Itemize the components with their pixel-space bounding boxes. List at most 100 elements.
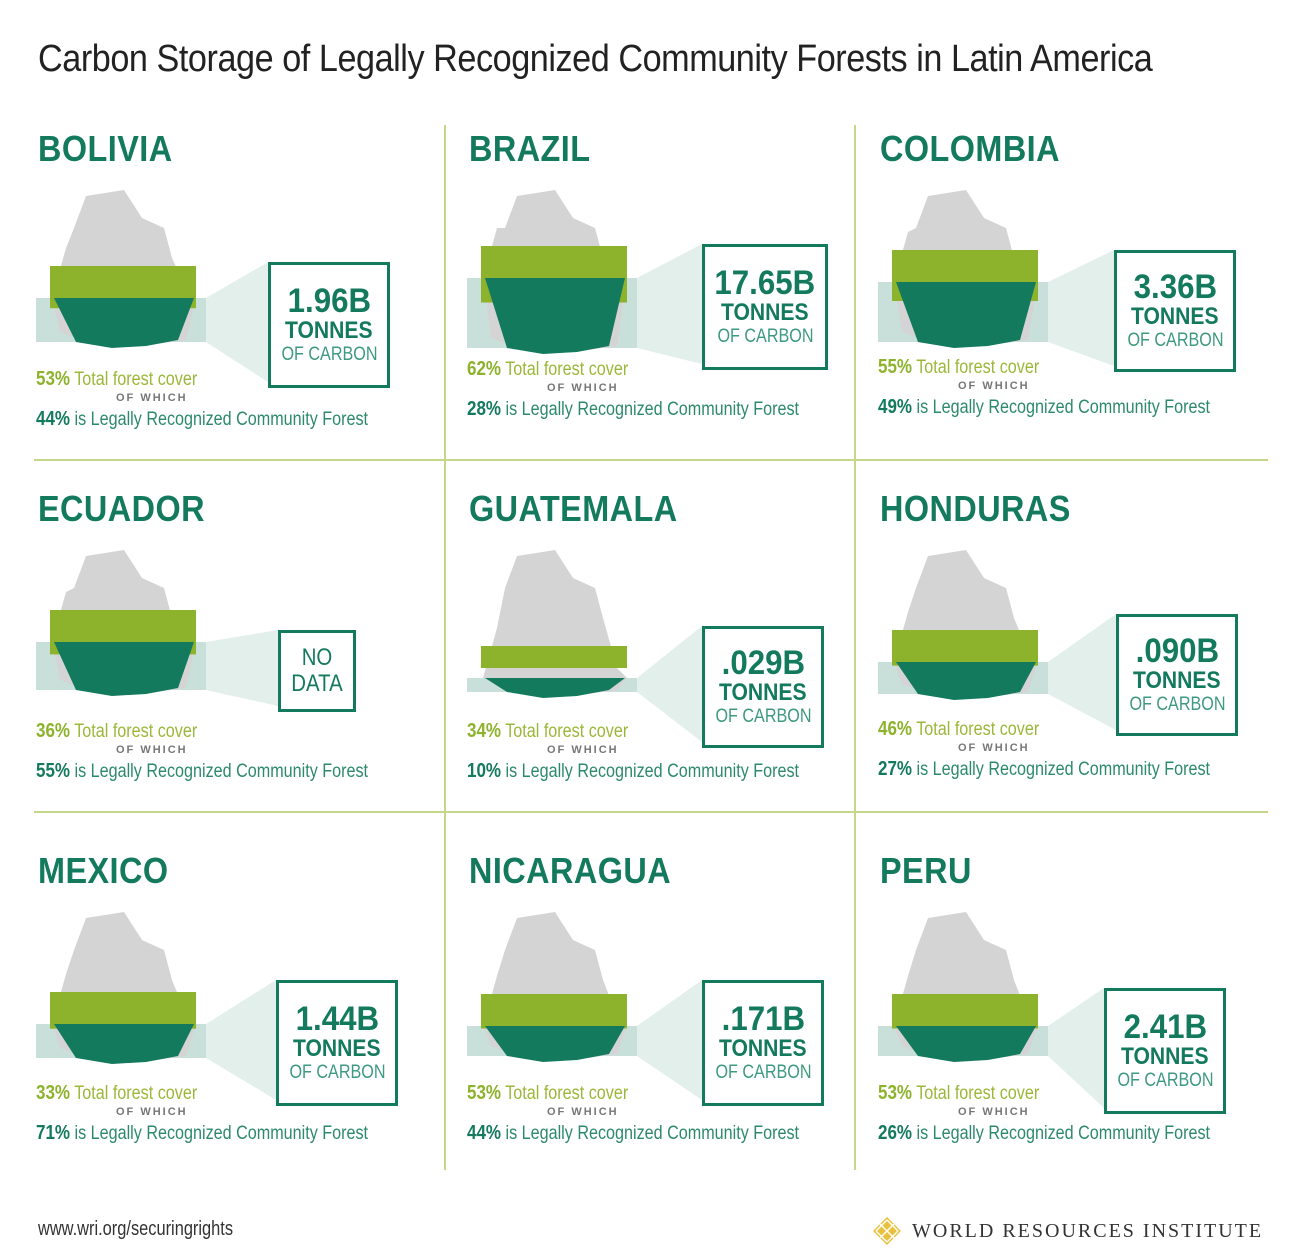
funnel-shape [206, 262, 268, 382]
community-forest-stat: 49% is Legally Recognized Community Fore… [878, 396, 1210, 419]
community-forest-pct: 10% [467, 760, 502, 782]
grid-divider-h1 [34, 459, 1268, 461]
tonnes-label: TONNES [1121, 1043, 1209, 1070]
forest-cover-stat: 55% Total forest cover [878, 356, 1039, 379]
footer-url[interactable]: www.wri.org/securingrights [38, 1218, 234, 1240]
community-forest-label: is Legally Recognized Community Forest [74, 1123, 369, 1144]
country-name: BRAZIL [469, 128, 591, 169]
grid-divider-v1 [444, 125, 446, 1170]
community-forest-label: is Legally Recognized Community Forest [505, 1123, 800, 1144]
community-forest-pct: 27% [878, 758, 913, 780]
carbon-value: 3.36B [1133, 268, 1217, 306]
forest-cover-pct: 46% [878, 718, 913, 740]
community-forest-stat: 44% is Legally Recognized Community Fore… [36, 408, 368, 431]
of-carbon-label: OF CARBON [716, 326, 813, 347]
forest-cover-label: Total forest cover [916, 1083, 1040, 1104]
community-forest-pct: 44% [36, 408, 71, 430]
of-which-label: OF WHICH [116, 1106, 188, 1118]
community-forest-stat: 71% is Legally Recognized Community Fore… [36, 1122, 368, 1145]
carbon-value-box: 1.44B TONNES OF CARBON [276, 980, 398, 1106]
country-name: MEXICO [38, 850, 169, 891]
carbon-value-box: .029B TONNES OF CARBON [702, 626, 824, 748]
community-forest-label: is Legally Recognized Community Forest [916, 759, 1211, 780]
country-map-icon [892, 912, 1038, 1062]
country-name: BOLIVIA [38, 128, 173, 169]
forest-cover-stat: 46% Total forest cover [878, 718, 1039, 741]
community-forest-label: is Legally Recognized Community Forest [505, 399, 800, 420]
forest-cover-label: Total forest cover [916, 357, 1040, 378]
funnel-shape [1048, 988, 1104, 1108]
forest-cover-pct: 33% [36, 1082, 71, 1104]
of-which-label: OF WHICH [958, 1106, 1030, 1118]
community-forest-stat: 26% is Legally Recognized Community Fore… [878, 1122, 1210, 1145]
community-forest-label: is Legally Recognized Community Forest [505, 761, 800, 782]
community-forest-stat: 55% is Legally Recognized Community Fore… [36, 760, 368, 783]
grid-divider-v2 [854, 125, 856, 1170]
forest-cover-pct: 53% [878, 1082, 913, 1104]
carbon-value-box: 1.96B TONNES OF CARBON [268, 262, 390, 388]
of-which-label: OF WHICH [547, 744, 619, 756]
of-which-label: OF WHICH [547, 1106, 619, 1118]
community-forest-stat: 28% is Legally Recognized Community Fore… [467, 398, 799, 421]
forest-cover-pct: 53% [36, 368, 71, 390]
community-forest-pct: 44% [467, 1122, 502, 1144]
carbon-value: .171B [721, 1000, 805, 1038]
of-carbon-label: OF CARBON [714, 706, 811, 727]
community-forest-pct: 55% [36, 760, 71, 782]
forest-cover-stat: 36% Total forest cover [36, 720, 197, 743]
of-carbon-label: OF CARBON [1128, 694, 1225, 715]
country-name: HONDURAS [880, 488, 1071, 529]
country-name: GUATEMALA [469, 488, 678, 529]
country-map-icon [50, 190, 196, 348]
carbon-value: 1.44B [295, 1000, 379, 1038]
tonnes-label: TONNES [285, 317, 373, 344]
tonnes-label: TONNES [719, 679, 807, 706]
community-forest-stat: 44% is Legally Recognized Community Fore… [467, 1122, 799, 1145]
community-forest-pct: 49% [878, 396, 913, 418]
funnel-shape [637, 980, 702, 1100]
forest-cover-label: Total forest cover [74, 1083, 198, 1104]
country-map-icon [892, 550, 1038, 700]
forest-cover-stat: 53% Total forest cover [36, 368, 197, 391]
forest-cover-stat: 34% Total forest cover [467, 720, 628, 743]
tonnes-label: TONNES [719, 1035, 807, 1062]
wri-logo-icon [873, 1217, 901, 1245]
carbon-value-box: .171B TONNES OF CARBON [702, 980, 824, 1106]
forest-cover-label: Total forest cover [916, 719, 1040, 740]
forest-cover-label: Total forest cover [505, 1083, 629, 1104]
carbon-value-box: 17.65B TONNES OF CARBON [702, 244, 828, 370]
tonnes-label: TONNES [1133, 667, 1221, 694]
country-name: PERU [880, 850, 972, 891]
wri-logo: WORLD RESOURCES INSTITUTE [872, 1216, 1263, 1246]
tonnes-label: TONNES [1131, 303, 1219, 330]
funnel-shape [1048, 250, 1114, 366]
forest-cover-stat: 62% Total forest cover [467, 358, 628, 381]
of-which-label: OF WHICH [958, 742, 1030, 754]
forest-cover-pct: 55% [878, 356, 913, 378]
of-carbon-label: OF CARBON [280, 344, 377, 365]
community-forest-label: is Legally Recognized Community Forest [74, 409, 369, 430]
of-which-label: OF WHICH [116, 392, 188, 404]
of-which-label: OF WHICH [116, 744, 188, 756]
forest-cover-label: Total forest cover [74, 721, 198, 742]
carbon-value: 1.96B [287, 282, 371, 320]
tonnes-label: TONNES [293, 1035, 381, 1062]
funnel-shape [206, 630, 278, 706]
community-forest-label: is Legally Recognized Community Forest [916, 397, 1211, 418]
carbon-value-box: .090B TONNES OF CARBON [1116, 614, 1238, 736]
forest-cover-stat: 53% Total forest cover [878, 1082, 1039, 1105]
carbon-value: 17.65B [714, 264, 816, 302]
community-forest-stat: 10% is Legally Recognized Community Fore… [467, 760, 799, 783]
forest-cover-pct: 53% [467, 1082, 502, 1104]
of-carbon-label: OF CARBON [714, 1062, 811, 1083]
of-carbon-label: OF CARBON [1116, 1070, 1213, 1091]
community-forest-label: is Legally Recognized Community Forest [74, 761, 369, 782]
country-map-icon [481, 550, 627, 698]
of-which-label: OF WHICH [958, 380, 1030, 392]
forest-cover-stat: 53% Total forest cover [467, 1082, 628, 1105]
carbon-value-box: 3.36B TONNES OF CARBON [1114, 250, 1236, 372]
forest-cover-label: Total forest cover [74, 369, 198, 390]
carbon-value: 2.41B [1123, 1008, 1207, 1046]
tonnes-label: TONNES [721, 299, 809, 326]
forest-cover-pct: 34% [467, 720, 502, 742]
